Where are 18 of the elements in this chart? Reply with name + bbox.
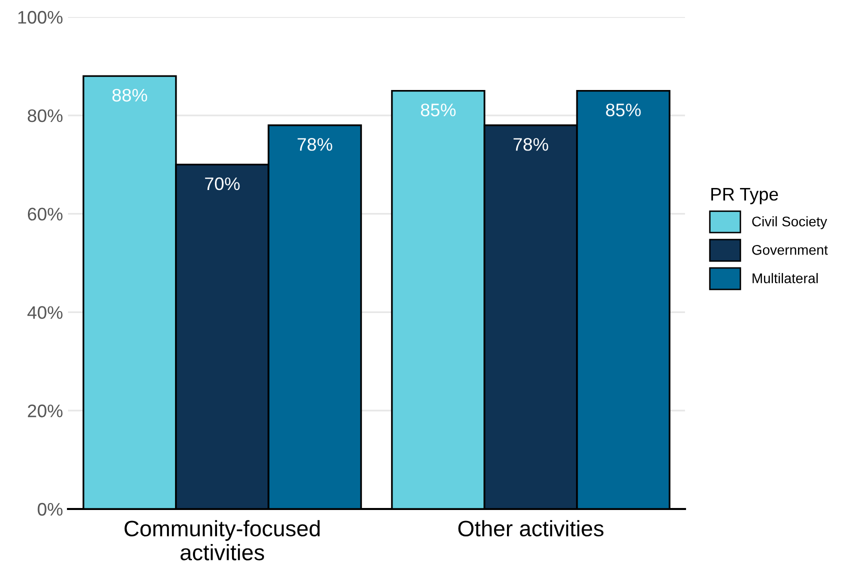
y-tick-label: 80%	[28, 109, 62, 122]
data-label: 85%	[420, 104, 456, 116]
x-tick-label: Other activities	[458, 520, 604, 536]
data-label: 88%	[112, 88, 148, 102]
legend-label: Civil Society	[752, 216, 828, 230]
data-label: 78%	[298, 138, 332, 151]
legend-title: PR Type	[711, 188, 778, 204]
legend-label: Government	[752, 245, 828, 255]
y-tick-label: 0%	[38, 502, 62, 516]
y-tick-label: 20%	[28, 404, 62, 418]
data-label: 85%	[606, 104, 641, 116]
legend-label: Multilateral	[752, 273, 818, 284]
x-tick-label: Community-focused activities	[124, 520, 320, 560]
y-tick-label: 60%	[28, 208, 62, 221]
y-tick-label: 40%	[27, 306, 62, 319]
data-label: 78%	[514, 138, 548, 151]
data-label: 70%	[205, 177, 240, 190]
y-tick-label: 100%	[18, 10, 62, 24]
